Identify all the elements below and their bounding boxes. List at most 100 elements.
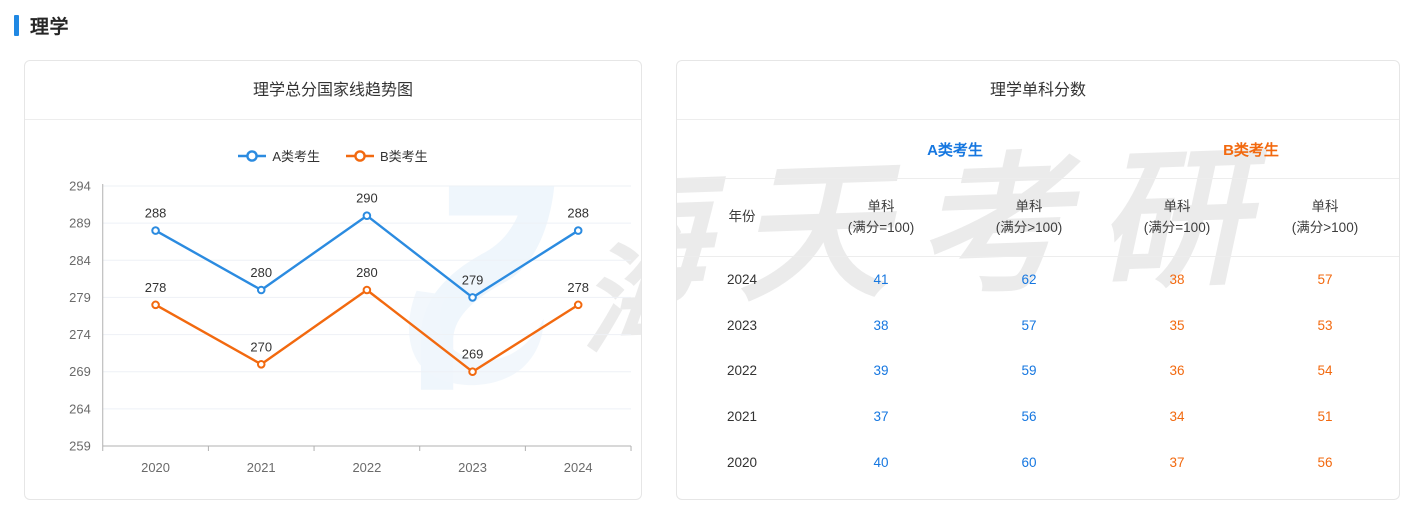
- series-point-label-a: 288: [567, 206, 589, 221]
- column-header-b-gt100-l1: 单科: [1311, 199, 1339, 215]
- page-title-text: 理学: [30, 16, 70, 38]
- cell-a-eq100: 39: [873, 363, 889, 379]
- cell-b-eq100: 34: [1169, 409, 1185, 425]
- cell-b-eq100: 36: [1169, 363, 1185, 379]
- table-title: 理学单科分数: [677, 61, 1399, 120]
- table-row-container: 2024 41 62 38 57 2023 38 57 35 53 2022 39 59 36 54 2021…: [677, 257, 1399, 485]
- score-table-card: 海天考研 理学单科分数 A类考生 B类考生 年份 单科 (满分=100) 单科 …: [676, 60, 1400, 500]
- y-axis-tick-label: 284: [69, 253, 91, 268]
- group-header-a: A类考生: [927, 141, 983, 159]
- series-point-b[interactable]: [573, 300, 583, 310]
- series-point-a[interactable]: [468, 293, 477, 302]
- series-point-label-b: 278: [145, 280, 167, 295]
- table-row: 2020 40 60 37 56: [677, 439, 1399, 485]
- series-point-b[interactable]: [468, 367, 477, 377]
- series-point-a[interactable]: [256, 285, 266, 295]
- page-title: 理学: [14, 12, 69, 38]
- chart-body: A类考生 B类考生 259 264 269 274 279 284 289 294 2020 20…: [25, 120, 641, 499]
- legend-label-a: A类考生: [272, 149, 320, 164]
- series-point-label-b: 270: [250, 339, 272, 354]
- series-point-label-b: 280: [356, 265, 378, 280]
- series-point-a[interactable]: [362, 211, 372, 221]
- legend-label-b: B类考生: [380, 149, 428, 164]
- legend-marker-a-icon: [238, 149, 267, 162]
- series-point-label-b: 269: [462, 347, 484, 362]
- cell-year: 2022: [726, 363, 758, 379]
- column-header-year: 年份: [677, 207, 807, 227]
- cell-a-gt100: 56: [1021, 409, 1037, 425]
- cell-a-eq100: 41: [873, 272, 889, 288]
- y-axis-tick-label: 264: [69, 401, 91, 416]
- column-header-a-eq100-l2: (满分=100): [847, 219, 915, 235]
- cell-year: 2020: [726, 454, 758, 470]
- table-row: 2021 37 56 34 51: [677, 394, 1399, 440]
- cell-a-gt100: 57: [1021, 317, 1037, 333]
- column-header-year-l1: 年份: [728, 209, 756, 225]
- cell-a-eq100: 37: [873, 409, 889, 425]
- series-point-label-a: 288: [145, 206, 167, 221]
- series-point-label-b: 278: [567, 280, 589, 295]
- column-header-a-eq100: 单科 (满分=100): [807, 197, 955, 238]
- cell-a-gt100: 60: [1021, 454, 1037, 470]
- cell-b-gt100: 54: [1317, 363, 1333, 379]
- title-accent-bar: [14, 14, 19, 36]
- series-point-b[interactable]: [256, 359, 266, 369]
- cell-b-eq100: 38: [1169, 272, 1185, 288]
- x-axis-tick-label: 2020: [141, 460, 170, 475]
- cell-b-gt100: 51: [1317, 409, 1333, 425]
- series-point-label-a: 280: [250, 265, 272, 280]
- series-line-a: [154, 214, 580, 299]
- legend-item-a[interactable]: A类考生: [238, 146, 320, 165]
- cell-a-eq100: 40: [873, 454, 889, 470]
- series-point-a[interactable]: [151, 226, 160, 235]
- legend-item-b[interactable]: B类考生: [346, 146, 428, 165]
- y-axis-tick-label: 269: [69, 364, 91, 379]
- score-table: A类考生 B类考生 年份 单科 (满分=100) 单科 (满分>100) 单科 …: [677, 120, 1399, 485]
- y-axis-tick-label: 259: [69, 438, 91, 453]
- column-header-b-eq100-l1: 单科: [1163, 199, 1191, 215]
- column-header-b-gt100: 单科 (满分>100): [1251, 197, 1399, 238]
- cell-b-gt100: 56: [1317, 454, 1333, 470]
- series-point-b[interactable]: [151, 300, 160, 310]
- line-chart-plot: 259 264 269 274 279 284 289 294 2020 2021 2022 2023…: [69, 178, 632, 475]
- y-axis-tick-label: 289: [69, 216, 91, 231]
- series-line-b: [154, 288, 580, 373]
- cell-year: 2024: [726, 272, 758, 288]
- legend-marker-b-icon: [346, 149, 374, 162]
- x-axis-tick-label: 2021: [247, 460, 276, 475]
- cell-a-gt100: 62: [1021, 272, 1037, 288]
- series-point-label-a: 279: [462, 272, 484, 287]
- table-row: 2024 41 62 38 57: [677, 257, 1399, 303]
- table-group-header-row: A类考生 B类考生: [677, 120, 1399, 179]
- column-header-a-gt100: 单科 (满分>100): [955, 197, 1103, 238]
- column-header-a-gt100-l2: (满分>100): [995, 219, 1063, 235]
- chart-legend: A类考生 B类考生: [25, 146, 641, 165]
- cell-a-gt100: 59: [1021, 363, 1037, 379]
- column-header-a-eq100-l1: 单科: [867, 199, 895, 215]
- y-axis-tick-label: 274: [69, 327, 91, 342]
- chart-card: 海天考研 理学总分国家线趋势图 A类考生 B类考生: [24, 60, 642, 500]
- x-axis-tick-label: 2024: [564, 460, 593, 475]
- cell-year: 2023: [726, 317, 758, 333]
- series-point-b[interactable]: [362, 285, 372, 295]
- table-row: 2023 38 57 35 53: [677, 303, 1399, 349]
- column-header-b-eq100-l2: (满分=100): [1143, 219, 1211, 235]
- x-axis-tick-label: 2022: [352, 460, 381, 475]
- chart-title: 理学总分国家线趋势图: [25, 61, 641, 120]
- cell-b-eq100: 35: [1169, 317, 1185, 333]
- table-column-header-row: 年份 单科 (满分=100) 单科 (满分>100) 单科 (满分=100) 单…: [677, 179, 1399, 257]
- series-point-a[interactable]: [573, 226, 583, 235]
- cell-a-eq100: 38: [873, 317, 889, 333]
- series-point-label-a: 290: [356, 191, 378, 206]
- column-header-b-eq100: 单科 (满分=100): [1103, 197, 1251, 238]
- x-axis-tick-label: 2023: [458, 460, 487, 475]
- column-header-a-gt100-l1: 单科: [1015, 199, 1043, 215]
- column-header-b-gt100-l2: (满分>100): [1291, 219, 1359, 235]
- table-row: 2022 39 59 36 54: [677, 348, 1399, 394]
- cell-b-eq100: 37: [1169, 454, 1185, 470]
- cell-b-gt100: 53: [1317, 317, 1333, 333]
- y-axis-tick-label: 294: [69, 178, 91, 193]
- cell-b-gt100: 57: [1317, 272, 1333, 288]
- cell-year: 2021: [726, 409, 758, 425]
